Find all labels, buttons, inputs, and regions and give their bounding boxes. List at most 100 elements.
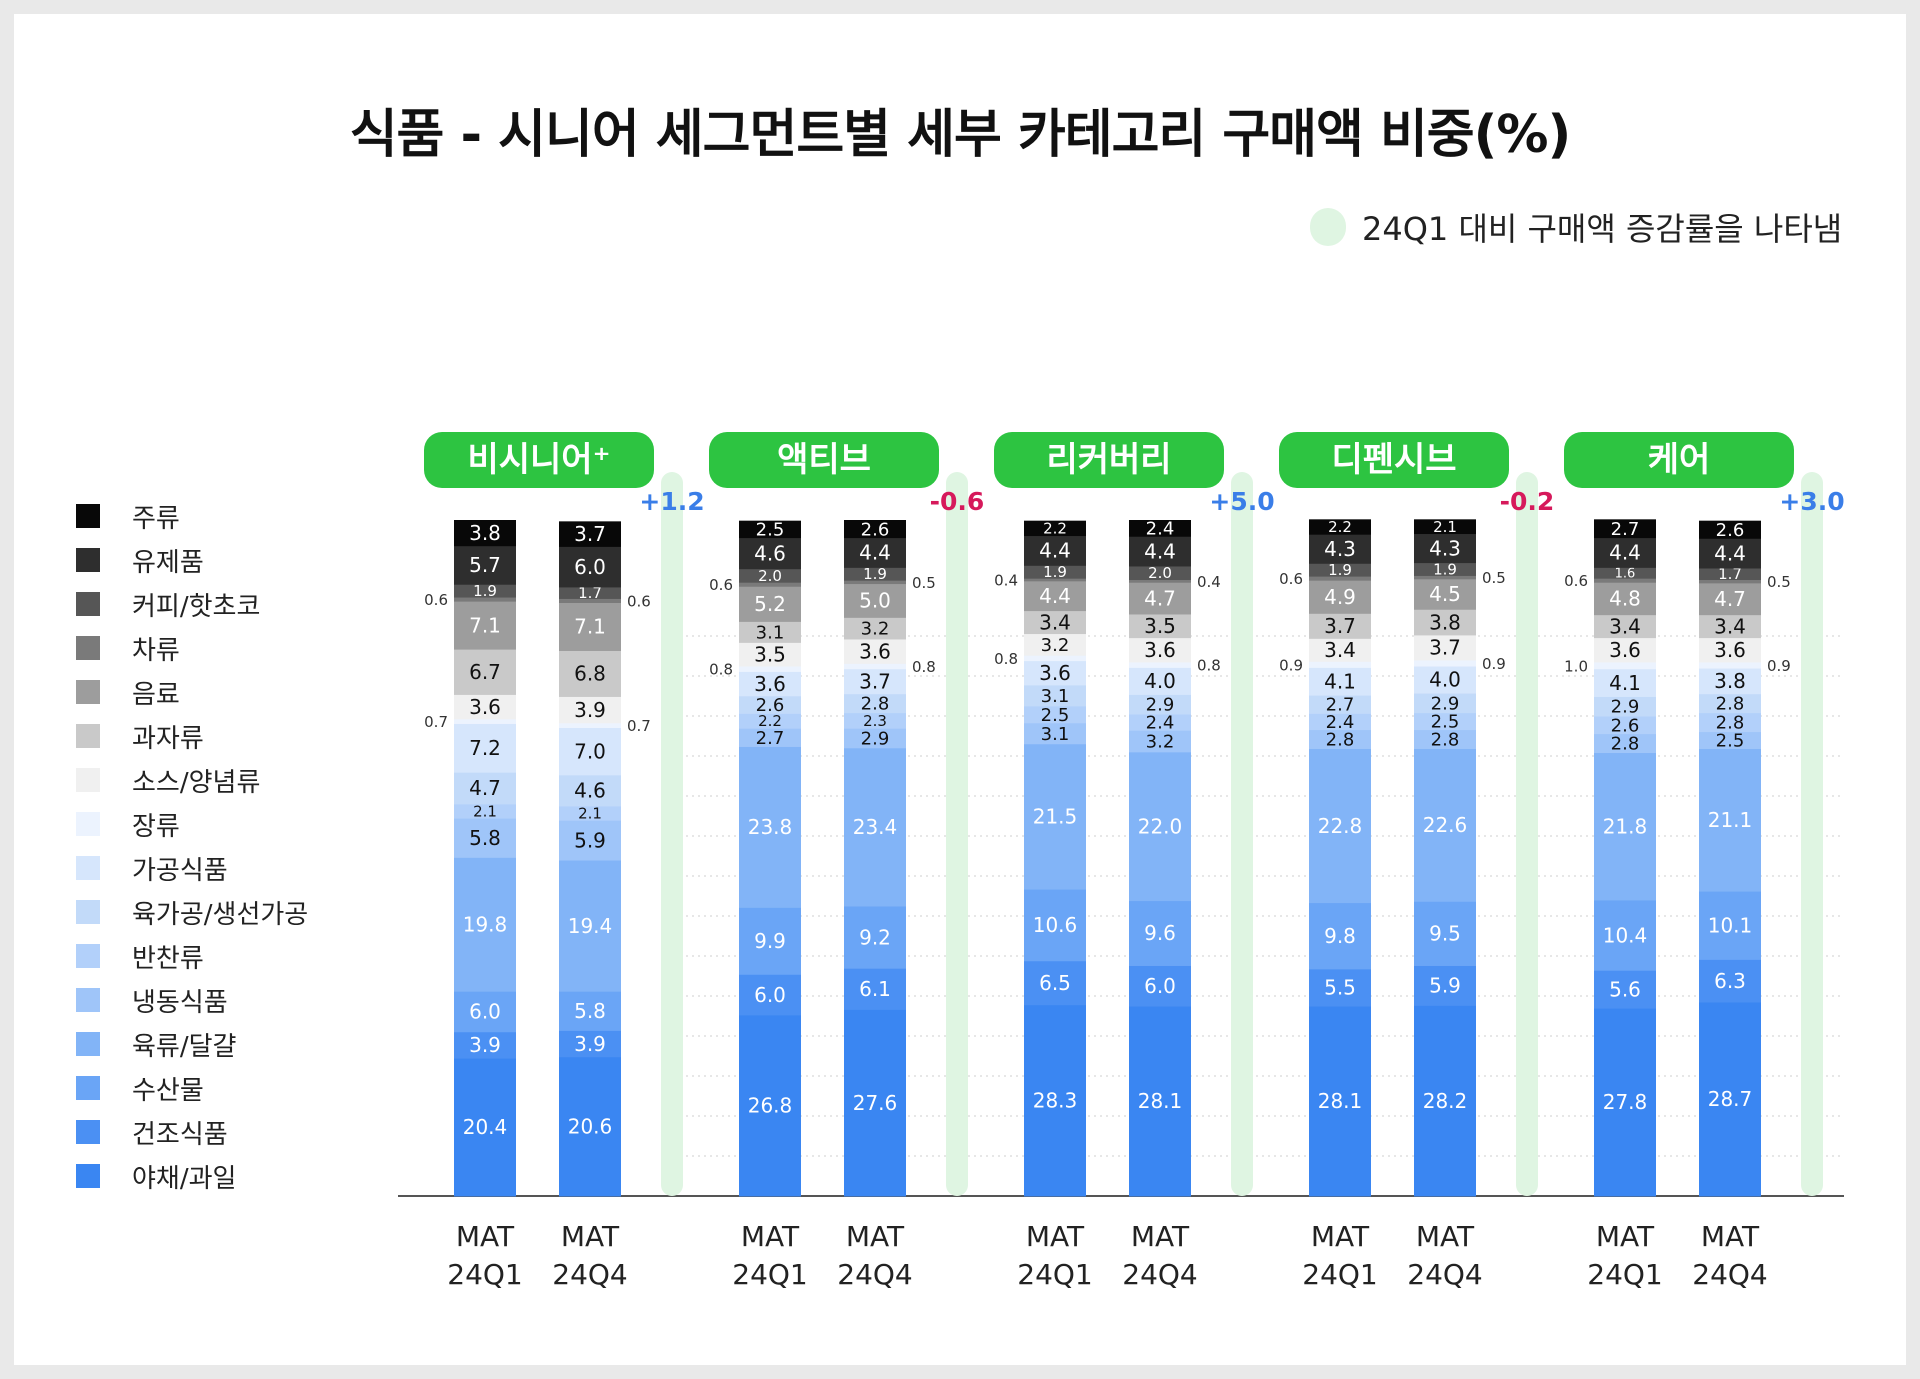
data-label: 23.8: [748, 815, 793, 839]
bar-segment: [1594, 970, 1656, 1009]
bar-segment: [1129, 667, 1191, 695]
bar-segment: [454, 718, 516, 724]
bar-segment: [1414, 729, 1476, 749]
data-label: 5.5: [1324, 976, 1356, 1000]
bar-segment: [1414, 659, 1476, 667]
bar-segment: [1024, 1004, 1086, 1197]
segment-header-label: 액티브: [777, 440, 871, 480]
data-label: 6.1: [859, 977, 891, 1001]
bar-segment: [559, 650, 621, 697]
legend-item: 유제품: [76, 538, 204, 582]
data-label: 4.3: [1324, 537, 1356, 561]
bar-segment: [1129, 579, 1191, 583]
data-label: 2.9: [861, 728, 890, 749]
data-label: 0.8: [994, 650, 1018, 668]
bar-segment: [1414, 634, 1476, 661]
bar-segment: [559, 521, 621, 547]
data-label: 4.4: [1039, 584, 1071, 608]
data-label: 1.7: [1718, 565, 1742, 583]
data-label: 3.5: [1144, 614, 1176, 638]
bar-segment: [1309, 580, 1371, 614]
data-label: 6.0: [754, 983, 786, 1007]
legend-label: 소스/양념류: [132, 767, 261, 798]
bar-segment: [1594, 614, 1656, 639]
bar-segment: [1414, 666, 1476, 694]
data-label: 28.2: [1423, 1089, 1468, 1113]
bar-segment: [1024, 655, 1086, 662]
bar-segment: [1129, 965, 1191, 1007]
segment-header: [1564, 432, 1794, 488]
data-label: 3.7: [574, 522, 606, 546]
data-label: 20.4: [463, 1115, 508, 1139]
legend-item: 장류: [76, 802, 180, 846]
bar-segment: [1699, 520, 1761, 539]
data-label: 6.7: [469, 660, 501, 684]
data-label: 3.1: [1041, 686, 1070, 707]
data-label: 7.1: [469, 613, 501, 637]
legend-label: 반찬류: [132, 943, 204, 974]
data-label: 4.4: [1609, 541, 1641, 565]
change-legend-label: 24Q1 대비 구매액 증감률을 나타냄: [1362, 210, 1843, 248]
legend-item: 야채/과일: [76, 1154, 236, 1198]
legend-label: 냉동식품: [132, 987, 228, 1018]
bar-segment: [559, 598, 621, 603]
data-label: 3.6: [1144, 638, 1176, 662]
data-label: 2.7: [756, 728, 785, 749]
data-label: 21.8: [1603, 814, 1648, 838]
data-label: 2.8: [1611, 734, 1640, 755]
bar-segment: [1594, 1008, 1656, 1197]
data-label: 0.9: [1482, 655, 1506, 673]
bar-segment: [739, 713, 801, 729]
data-label: 2.9: [1611, 697, 1640, 718]
data-label: 2.8: [861, 694, 890, 715]
data-label: 27.6: [853, 1091, 898, 1115]
bar-segment: [559, 860, 621, 992]
data-label: 6.3: [1714, 969, 1746, 993]
data-label: 0.7: [627, 717, 651, 735]
bar-segment: [1414, 965, 1476, 1006]
data-label: 4.1: [1324, 669, 1356, 693]
bar-segment: [1024, 889, 1086, 962]
change-value: -0.6: [930, 487, 985, 516]
legend-item: 육류/달걀: [76, 1022, 236, 1066]
bar-segment: [1594, 752, 1656, 901]
bar-segment: [1594, 567, 1656, 579]
legend-swatch: [76, 724, 100, 748]
legend-item: 반찬류: [76, 934, 204, 978]
bar-segment: [739, 974, 801, 1016]
bar-segment: [1129, 730, 1191, 753]
data-label: 2.1: [578, 804, 602, 822]
legend-swatch: [76, 548, 100, 572]
data-label: 2.9: [1146, 695, 1175, 716]
x-tick-label: MAT: [1131, 1220, 1190, 1253]
data-label: 1.0: [1564, 657, 1588, 675]
data-label: 2.4: [1146, 519, 1175, 540]
bar-segment: [1699, 693, 1761, 714]
bar-segment: [1699, 731, 1761, 749]
data-label: 21.5: [1033, 805, 1078, 829]
bar-segment: [1309, 563, 1371, 577]
bar-segment: [559, 546, 621, 588]
data-label: 0.9: [1279, 656, 1303, 674]
bar-segment: [1594, 537, 1656, 568]
data-label: 7.2: [469, 736, 501, 760]
bar-segment: [844, 663, 906, 670]
bar-segment: [1699, 959, 1761, 1003]
data-label: 7.1: [574, 615, 606, 639]
bar-segment: [454, 1058, 516, 1197]
segment-header: [1279, 432, 1509, 488]
bar-segment: [454, 694, 516, 720]
data-label: 4.6: [574, 779, 606, 803]
bar-segment: [1309, 695, 1371, 714]
data-label: 3.6: [1609, 638, 1641, 662]
data-label: 5.9: [574, 828, 606, 852]
legend-swatch: [76, 680, 100, 704]
bar-segment: [739, 582, 801, 587]
bar-segment: [739, 907, 801, 975]
bar-segment: [1309, 1006, 1371, 1197]
data-label: 5.7: [469, 553, 501, 577]
change-indicator-bar: [946, 472, 968, 1196]
x-tick-label: 24Q1: [1587, 1258, 1662, 1291]
bar-segment: [739, 586, 801, 622]
data-label: 5.9: [1429, 974, 1461, 998]
